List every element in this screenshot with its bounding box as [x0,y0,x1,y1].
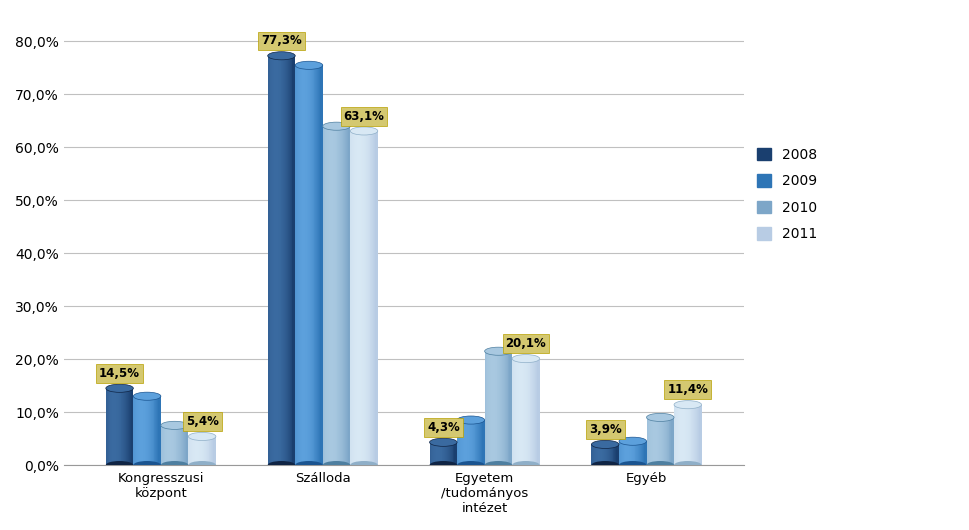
Text: 3,9%: 3,9% [589,423,621,436]
Ellipse shape [429,461,457,469]
Ellipse shape [457,461,484,469]
Ellipse shape [188,461,216,469]
Ellipse shape [591,440,619,448]
Ellipse shape [591,461,619,469]
Ellipse shape [161,461,188,469]
Ellipse shape [161,421,188,429]
Ellipse shape [350,127,378,135]
Ellipse shape [106,384,134,392]
Ellipse shape [134,461,161,469]
Text: 5,4%: 5,4% [186,415,219,428]
Ellipse shape [350,461,378,469]
Ellipse shape [513,355,540,363]
Ellipse shape [429,438,457,446]
Ellipse shape [646,413,674,421]
Text: 20,1%: 20,1% [506,337,547,350]
Ellipse shape [457,416,484,424]
Ellipse shape [296,461,323,469]
Ellipse shape [646,461,674,469]
Ellipse shape [267,52,296,60]
Ellipse shape [323,122,350,130]
Ellipse shape [106,461,134,469]
Text: 14,5%: 14,5% [99,367,141,380]
Ellipse shape [513,461,540,469]
Ellipse shape [188,432,216,440]
Ellipse shape [619,437,646,445]
Ellipse shape [484,347,513,355]
Text: 4,3%: 4,3% [427,421,459,434]
Text: 77,3%: 77,3% [261,34,301,48]
Ellipse shape [484,461,513,469]
Ellipse shape [619,461,646,469]
Ellipse shape [674,461,702,469]
Ellipse shape [323,461,350,469]
Text: 63,1%: 63,1% [344,110,385,122]
Text: 11,4%: 11,4% [668,383,708,396]
Ellipse shape [267,461,296,469]
Ellipse shape [674,401,702,409]
Ellipse shape [296,61,323,69]
Ellipse shape [134,392,161,400]
Legend: 2008, 2009, 2010, 2011: 2008, 2009, 2010, 2011 [758,148,818,242]
